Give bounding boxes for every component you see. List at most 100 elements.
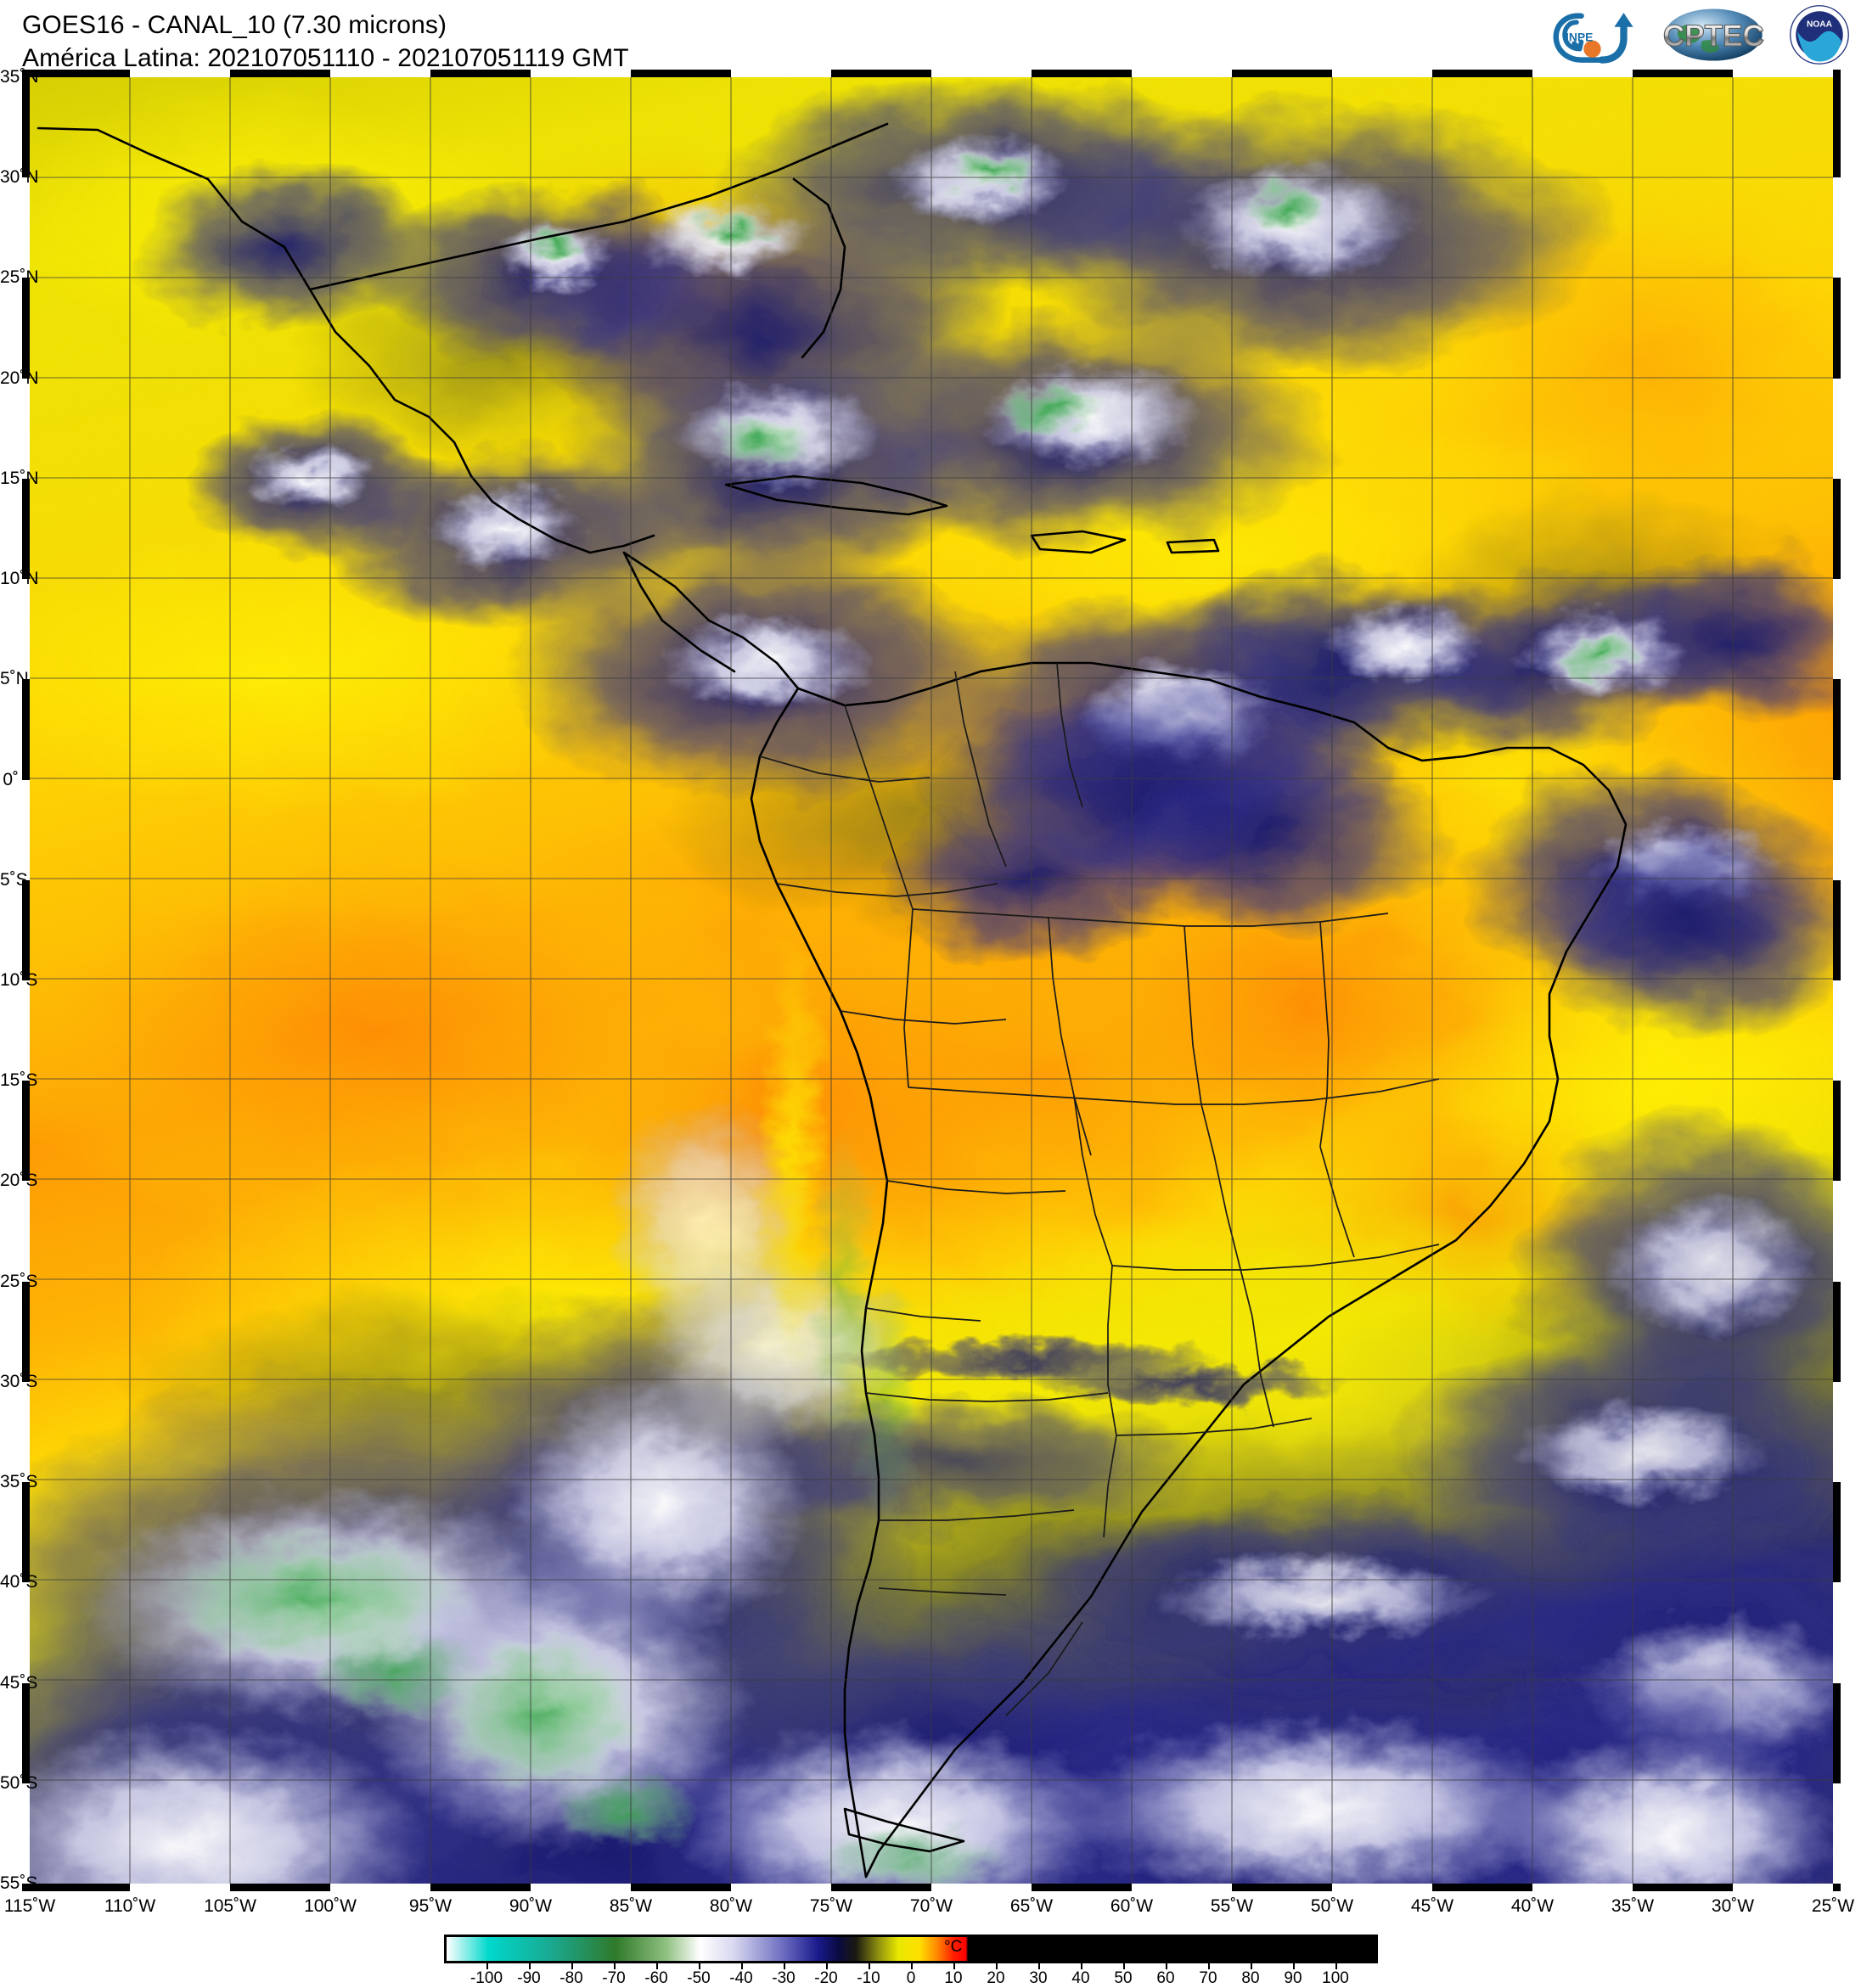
colorbar[interactable]: -100 -90 -80 -70 -60 -50 -40 -30 -20 -10 0 10 20 30 40…: [444, 1935, 1378, 1987]
inpe-logo: INPE: [1553, 13, 1633, 64]
frame-tick-segment: [1332, 70, 1432, 77]
frame-tick-segment: [1532, 70, 1633, 77]
lat-tick-label: 30˚S: [0, 1371, 38, 1391]
title-line-product: GOES16 - CANAL_10 (7.30 microns): [22, 11, 447, 39]
colorbar-tick: [571, 1963, 573, 1969]
colorbar-tick: [826, 1963, 828, 1969]
colorbar-tick-label: -80: [559, 1969, 583, 1987]
colorbar-tick-label: 30: [1029, 1969, 1048, 1987]
lon-tick-label: 30˚W: [1711, 1896, 1755, 1916]
lon-tick-label: 35˚W: [1611, 1896, 1655, 1916]
colorbar-tick-label: -10: [857, 1969, 880, 1987]
colorbar-tick-label: -100: [469, 1969, 503, 1987]
lat-tick-label: 35˚N: [0, 67, 39, 87]
colorbar-tick-label: 20: [987, 1969, 1005, 1987]
frame-tick-segment: [531, 1884, 631, 1891]
colorbar-tick-label: 10: [944, 1969, 963, 1987]
frame-tick-segment: [931, 70, 1032, 77]
lon-tick-label: 105˚W: [204, 1896, 256, 1916]
colorbar-tick: [529, 1963, 531, 1969]
frame-tick-segment: [22, 378, 30, 479]
frame-tick-segment: [22, 1783, 30, 1884]
frame-tick-segment: [1833, 1582, 1841, 1683]
lon-tick-label: 25˚W: [1811, 1896, 1855, 1916]
frame-tick-segment: [1833, 1783, 1841, 1884]
lon-tick-label: 75˚W: [809, 1896, 853, 1916]
colorbar-tick: [784, 1963, 785, 1969]
frame-tick-segment: [22, 980, 30, 1081]
colorbar-tick: [996, 1963, 998, 1969]
colorbar-tick: [1335, 1963, 1337, 1969]
colorbar-tick: [1038, 1963, 1040, 1969]
page-title: GOES16 - CANAL_10 (7.30 microns) América…: [22, 8, 629, 75]
colorbar-tick-label: 100: [1322, 1969, 1349, 1987]
colorbar-tick: [869, 1963, 870, 1969]
colorbar-tick-label: 50: [1114, 1969, 1133, 1987]
lat-tick-label: 55˚S: [0, 1873, 38, 1893]
lat-tick-label: 10˚S: [0, 970, 38, 990]
lon-tick-label: 85˚W: [609, 1896, 653, 1916]
colorbar-tick: [953, 1963, 955, 1969]
frame-tick-segment: [1833, 579, 1841, 680]
colorbar-tick: [741, 1963, 743, 1969]
colorbar-tick-label: 80: [1241, 1969, 1260, 1987]
colorbar-tick-label: -90: [517, 1969, 541, 1987]
lon-tick-label: 65˚W: [1009, 1896, 1054, 1916]
lon-tick-label: 115˚W: [3, 1896, 56, 1916]
frame-tick-segment: [1532, 1884, 1633, 1891]
frame-tick-segment: [1833, 177, 1841, 278]
lat-tick-label: 15˚S: [0, 1070, 38, 1091]
lon-tick-label: 110˚W: [104, 1896, 156, 1916]
frame-tick-segment: [130, 1884, 230, 1891]
lon-tick-label: 40˚W: [1510, 1896, 1555, 1916]
frame-tick-segment: [531, 70, 631, 77]
colorbar-tick-label: 90: [1284, 1969, 1302, 1987]
lat-tick-label: 25˚S: [0, 1271, 38, 1291]
lat-tick-label: 15˚N: [0, 468, 39, 488]
colorbar-tick-label: 60: [1156, 1969, 1175, 1987]
lon-tick-label: 50˚W: [1310, 1896, 1354, 1916]
frame-tick-segment: [1833, 779, 1841, 880]
frame-tick-segment: [931, 1884, 1032, 1891]
frame-tick-segment: [731, 1884, 831, 1891]
frame-tick-segment: [22, 1582, 30, 1683]
frame-tick-segment: [1833, 378, 1841, 479]
noaa-logo: NOAA: [1789, 4, 1850, 65]
svg-text:CPTEC: CPTEC: [1663, 20, 1764, 53]
lon-tick-label: 55˚W: [1210, 1896, 1254, 1916]
frame-tick-segment: [22, 1381, 30, 1483]
lon-tick-label: 70˚W: [909, 1896, 953, 1916]
lon-tick-label: 45˚W: [1410, 1896, 1454, 1916]
frame-tick-segment: [1733, 70, 1833, 77]
lat-tick-label: 0˚: [3, 769, 19, 789]
frame-tick-segment: [130, 70, 230, 77]
frame-tick-segment: [1833, 980, 1841, 1081]
frame-tick-segment: [731, 70, 831, 77]
svg-text:NOAA: NOAA: [1807, 20, 1833, 30]
colorbar-gradient: [447, 1937, 1375, 1961]
satellite-image[interactable]: [30, 77, 1833, 1884]
colorbar-tick-label: -40: [729, 1969, 753, 1987]
lon-tick-label: 100˚W: [304, 1896, 357, 1916]
colorbar-tick-label: 70: [1199, 1969, 1217, 1987]
lon-tick-label: 60˚W: [1110, 1896, 1154, 1916]
colorbar-tick-label: -60: [644, 1969, 668, 1987]
lat-tick-label: 50˚S: [0, 1772, 38, 1793]
colorbar-tick-label: -70: [602, 1969, 626, 1987]
lon-tick-label: 95˚W: [408, 1896, 453, 1916]
colorbar-tick: [1208, 1963, 1210, 1969]
colorbar-tick: [1251, 1963, 1252, 1969]
coastline-and-borders: [37, 122, 1628, 1878]
colorbar-tick: [1123, 1963, 1125, 1969]
frame-tick-segment: [330, 70, 430, 77]
lat-tick-label: 20˚S: [0, 1171, 38, 1191]
colorbar-tick: [486, 1963, 488, 1969]
frame-tick-segment: [1733, 1884, 1833, 1891]
colorbar-tick-label: 0: [906, 1969, 916, 1987]
frame-tick-segment: [22, 579, 30, 680]
lon-tick-label: 90˚W: [509, 1896, 553, 1916]
lat-tick-label: 40˚S: [0, 1572, 38, 1592]
title-line-region-time: América Latina: 202107051110 - 202107051…: [22, 44, 629, 72]
lat-tick-label: 10˚N: [0, 569, 39, 589]
colorbar-unit-label: °C: [944, 1938, 963, 1956]
